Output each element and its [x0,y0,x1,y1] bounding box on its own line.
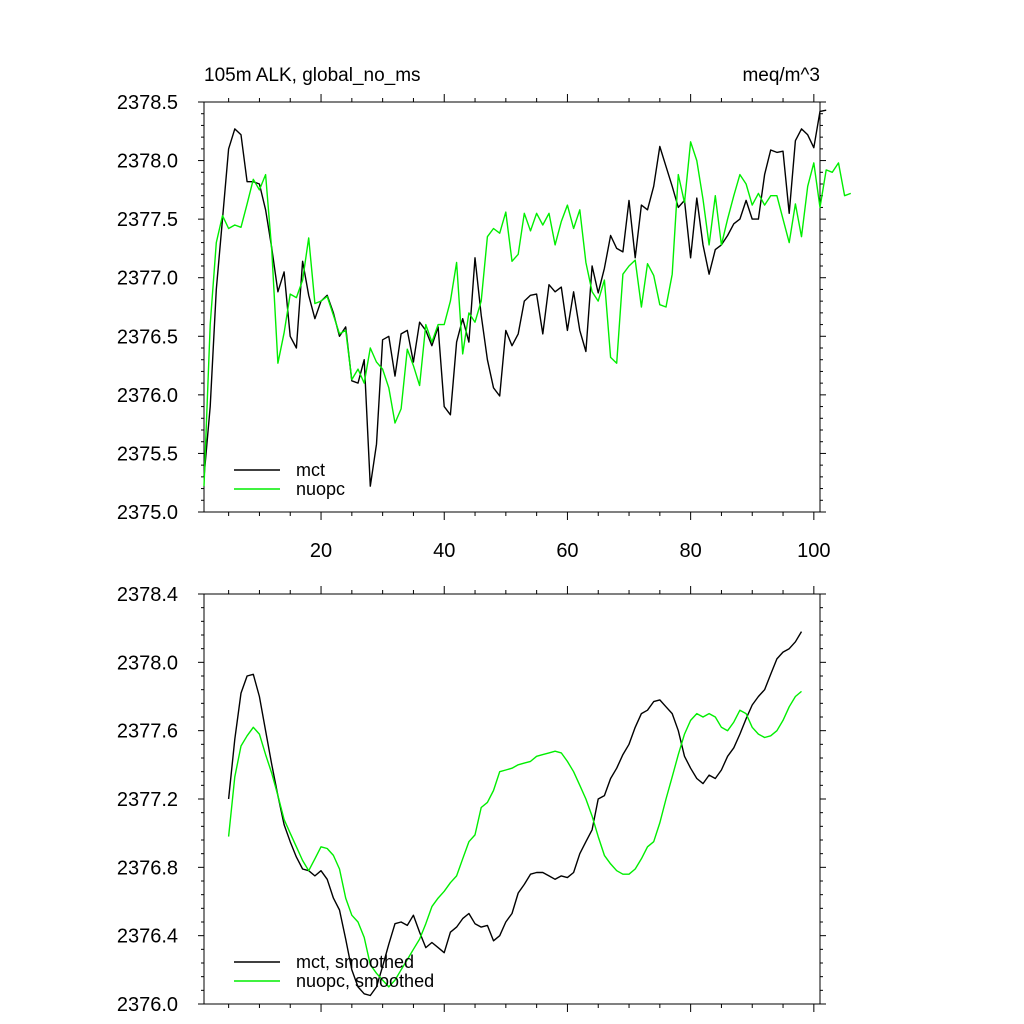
top-panel: 105m ALK, global_no_ms meq/m^3 2375.0237… [117,65,852,562]
top-series-line-nuopc [203,141,852,487]
top-legend-label: nuopc [296,479,345,499]
top-plot-frame [203,101,821,513]
bottom-ytick-label: 2378.4 [117,584,178,606]
top-ytick-label: 2375.5 [117,443,178,465]
bottom-series [227,631,803,997]
bottom-ytick-label: 2377.6 [117,721,178,743]
bottom-ytick-label: 2376.4 [117,926,178,948]
top-ytick-label: 2378.5 [117,92,178,114]
top-xtick-label: 80 [680,540,702,562]
top-xtick-label: 40 [433,540,455,562]
top-tick-labels: 2375.0 2375.5 2376.0 2376.5 2377.0 2377.5 2378… [117,92,831,562]
bottom-tick-labels: 2376.0 2376.4 2376.8 2377.2 2377.6 2378.0 2378… [117,584,178,1016]
top-series [203,109,852,487]
bottom-legend-label: mct, smoothed [296,952,414,972]
bottom-ytick-label: 2376.0 [117,994,178,1016]
top-ticks [198,94,826,520]
top-ytick-label: 2376.5 [117,326,178,348]
bottom-plot-frame [203,593,821,1005]
bottom-ytick-label: 2377.2 [117,789,178,811]
bottom-axes [203,593,821,1005]
top-ytick-label: 2377.5 [117,209,178,231]
bottom-ytick-label: 2378.0 [117,652,178,674]
bottom-panel: 2376.0 2376.4 2376.8 2377.2 2377.6 2378.0 2378… [117,584,826,1016]
top-series-line-mct [203,109,827,487]
bottom-ytick-label: 2376.8 [117,857,178,879]
top-legend-label: mct [296,460,325,480]
top-xtick-label: 60 [556,540,578,562]
top-ytick-label: 2378.0 [117,151,178,173]
top-title-right: meq/m^3 [742,65,820,86]
bottom-legend-label: nuopc, smoothed [296,971,434,991]
top-title-left: 105m ALK, global_no_ms [204,65,421,86]
bottom-series-line-nuopc-smoothed [227,690,802,988]
top-xtick-label: 20 [310,540,332,562]
bottom-ticks [198,586,826,1012]
top-ytick-label: 2376.0 [117,385,178,407]
top-ytick-label: 2375.0 [117,502,178,524]
bottom-series-line-mct-smoothed [227,631,803,997]
top-axes [203,101,821,513]
top-ytick-label: 2377.0 [117,268,178,290]
top-xtick-label: 100 [797,540,830,562]
